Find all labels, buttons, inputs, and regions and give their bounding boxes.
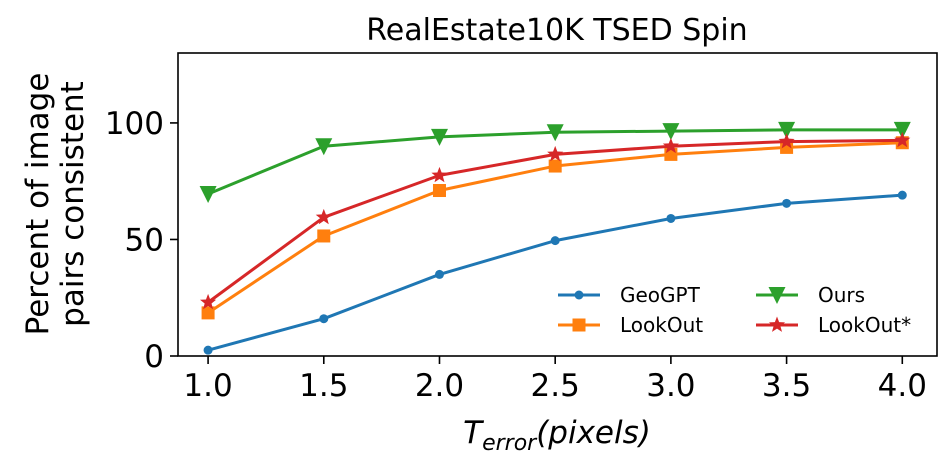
data-point-geogpt (434, 269, 444, 279)
x-tick-label: 2.0 (415, 368, 464, 404)
y-tick-label: 0 (144, 339, 164, 375)
y-axis-label-line-1: Percent of image (20, 73, 56, 336)
data-point-ours (430, 128, 448, 146)
legend-label: LookOut* (818, 313, 911, 337)
legend-entry-geogpt: GeoGPT (558, 283, 701, 307)
data-point-lookout (315, 208, 332, 225)
x-axis-label-subscript: error (482, 431, 538, 456)
series-layer (199, 121, 911, 355)
data-point-lookout (201, 306, 215, 320)
data-point-lookout (317, 229, 331, 243)
series-line-geogpt (207, 193, 903, 352)
plot-frame (177, 52, 938, 357)
x-tick-label: 2.5 (531, 368, 580, 404)
legend: GeoGPT LookOut Ours LookOut* (558, 283, 911, 337)
series-geogpt (203, 190, 907, 355)
x-axis-label-unit: (pixels) (536, 415, 651, 451)
x-tick-label: 3.5 (762, 368, 811, 404)
data-point-geogpt (319, 314, 329, 324)
legend-label: LookOut (620, 313, 703, 337)
data-point-ours (778, 121, 796, 139)
data-point-ours (893, 121, 911, 139)
plot-area (177, 52, 938, 357)
legend-entry-ours: Ours (756, 283, 865, 307)
data-point-ours (546, 124, 564, 142)
legend-marker (768, 316, 786, 332)
legend-marker (768, 287, 786, 304)
legend-entry-lookout: LookOut* (756, 313, 911, 337)
data-point-geogpt (897, 190, 907, 200)
data-point-lookout (778, 133, 795, 149)
legend-entry-lookout: LookOut (558, 313, 703, 337)
x-axis: 1.0 1.5 2.0 2.5 3.0 3.5 4.0 (183, 356, 927, 404)
series-lookout (200, 131, 911, 310)
y-tick-label: 100 (105, 106, 164, 142)
data-point-geogpt (550, 236, 560, 246)
x-axis-label: Terror(pixels) (463, 415, 651, 456)
data-point-lookout (431, 166, 448, 183)
legend-marker (574, 290, 584, 300)
y-axis: 0 50 100 (105, 106, 178, 375)
chart-title: RealEstate10K TSED Spin (366, 13, 747, 48)
data-point-ours (315, 138, 333, 156)
x-tick-label: 1.5 (299, 368, 348, 404)
data-point-lookout (548, 159, 562, 173)
data-point-lookout (200, 293, 217, 310)
data-point-ours (662, 123, 680, 141)
legend-marker (572, 318, 586, 332)
x-tick-label: 3.0 (646, 368, 695, 404)
x-tick-label: 4.0 (878, 368, 927, 404)
legend-label: Ours (818, 283, 865, 307)
data-point-lookout (894, 131, 911, 148)
data-point-ours (199, 186, 217, 204)
data-point-lookout (547, 145, 564, 162)
x-axis-label-main: T (463, 415, 484, 451)
data-point-lookout (432, 184, 446, 198)
data-point-geogpt (782, 198, 792, 208)
data-point-lookout (662, 137, 679, 154)
y-axis-label: Percent of image pairs consistent (20, 73, 91, 336)
x-tick-label: 1.0 (183, 368, 232, 404)
series-ours (199, 121, 911, 204)
y-tick-label: 50 (125, 222, 164, 258)
data-point-geogpt (203, 345, 213, 355)
data-point-lookout (664, 147, 678, 161)
legend-label: GeoGPT (620, 283, 701, 307)
y-axis-label-line-2: pairs consistent (55, 81, 91, 327)
data-point-geogpt (666, 213, 676, 223)
